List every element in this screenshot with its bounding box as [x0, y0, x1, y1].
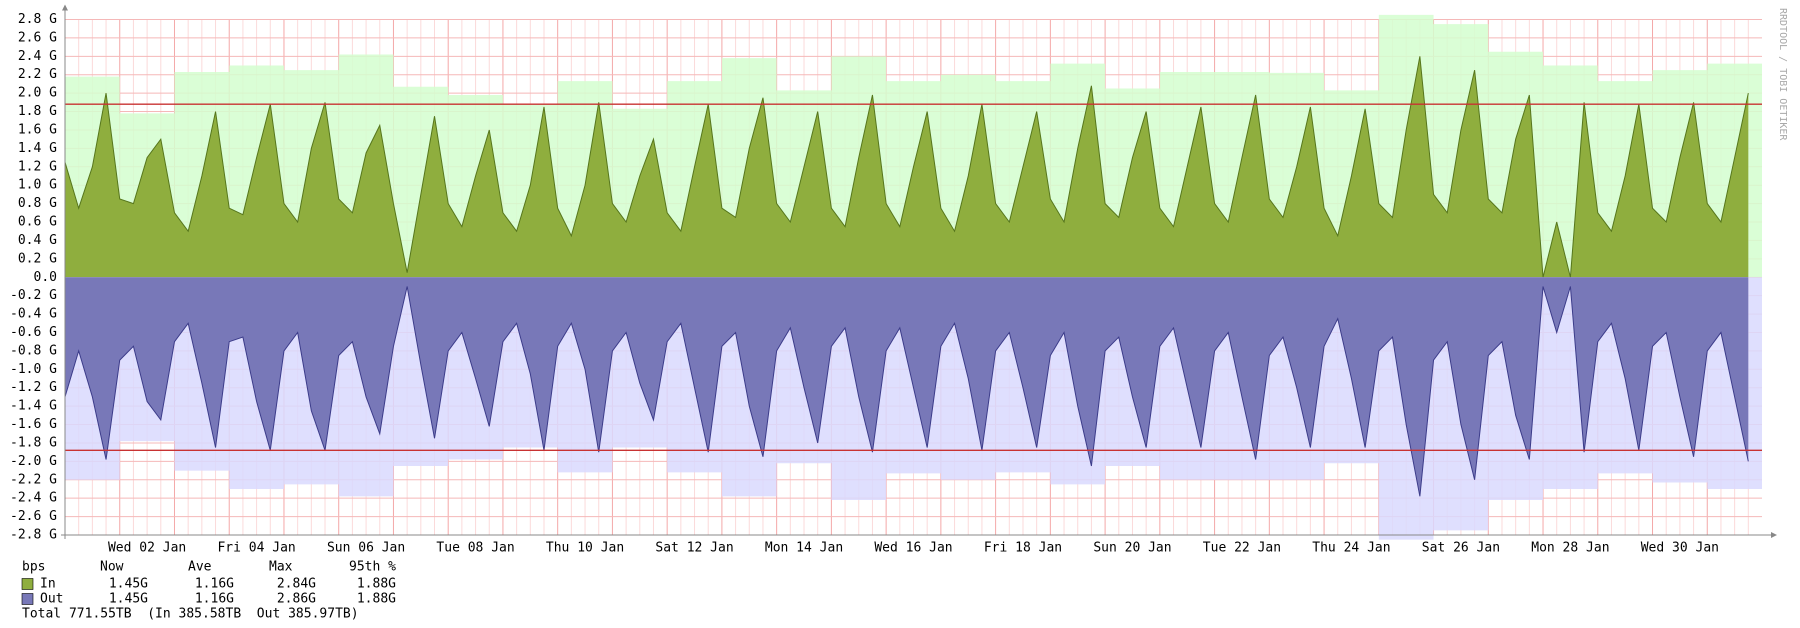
x-axis-arrow: [1771, 532, 1777, 538]
y-tick-label: 2.4 G: [18, 49, 57, 64]
traffic-outline: [64, 286, 1749, 497]
y-tick-label: 0.6 G: [18, 215, 57, 230]
stat-value: 1.88G: [357, 577, 396, 592]
stat-value: 2.84G: [277, 577, 316, 592]
y-tick-label: 0.4 G: [18, 233, 57, 248]
x-tick-label: Wed 30 Jan: [1641, 541, 1719, 556]
stat-value: 2.86G: [277, 592, 316, 607]
y-tick-label: 1.4 G: [18, 141, 57, 156]
y-tick-label: 1.8 G: [18, 104, 57, 119]
y-tick-label: -1.2 G: [10, 380, 57, 395]
y-tick-label: 2.0 G: [18, 86, 57, 101]
y-tick-label: -1.0 G: [10, 362, 57, 377]
stats-header: bps: [22, 560, 45, 575]
y-tick-label: 2.6 G: [18, 30, 57, 45]
x-tick-label: Mon 28 Jan: [1531, 541, 1609, 556]
traffic-area: [65, 56, 1749, 278]
legend-label: Out: [40, 592, 63, 607]
traffic-area: [65, 277, 1749, 497]
legend-label: In: [40, 577, 56, 592]
stat-value: 1.16G: [195, 577, 234, 592]
y-tick-label: -0.4 G: [10, 307, 57, 322]
stat-value: 1.45G: [109, 577, 148, 592]
y-tick-label: -1.6 G: [10, 417, 57, 432]
y-tick-label: -2.6 G: [10, 509, 57, 524]
x-tick-label: Fri 04 Jan: [217, 541, 295, 556]
y-tick-label: -2.8 G: [10, 528, 57, 543]
x-tick-label: Thu 24 Jan: [1312, 541, 1390, 556]
y-tick-label: -2.0 G: [10, 454, 57, 469]
stats-header: Ave: [188, 560, 212, 575]
labels: Wed 02 Jan Fri 04 Jan Sun 06 Jan Tue 08 Jan…: [10, 12, 1719, 607]
x-tick-label: Mon 14 Jan: [765, 541, 843, 556]
y-tick-label: 2.8 G: [18, 12, 57, 27]
y-tick-label: 0.0: [34, 270, 57, 285]
y-tick-label: -2.4 G: [10, 491, 57, 506]
legend-swatch: [21, 578, 34, 590]
y-axis-arrow: [62, 4, 68, 11]
y-tick-label: -1.4 G: [10, 399, 57, 414]
y-tick-label: 1.6 G: [18, 122, 57, 137]
y-tick-label: 2.2 G: [18, 67, 57, 82]
x-tick-label: Sun 20 Jan: [1093, 541, 1171, 556]
y-tick-label: -0.2 G: [10, 288, 57, 303]
stat-value: 1.88G: [357, 592, 396, 607]
x-tick-label: Tue 08 Jan: [436, 541, 514, 556]
stats-header: Max: [269, 560, 293, 575]
x-tick-label: Tue 22 Jan: [1203, 541, 1281, 556]
stat-value: 1.16G: [195, 592, 234, 607]
stats-total: Total 771.55TB (In 385.58TB Out 385.97TB…: [22, 607, 359, 622]
x-tick-label: Sat 12 Jan: [655, 541, 733, 556]
plot-area: [64, 14, 1762, 540]
x-tick-label: Wed 16 Jan: [874, 541, 952, 556]
y-tick-label: 0.8 G: [18, 196, 57, 211]
y-tick-label: -2.2 G: [10, 472, 57, 487]
x-tick-label: Thu 10 Jan: [546, 541, 624, 556]
y-tick-label: -1.8 G: [10, 435, 57, 450]
y-tick-label: 1.0 G: [18, 178, 57, 193]
y-tick-label: -0.8 G: [10, 343, 57, 358]
x-tick-label: Wed 02 Jan: [108, 541, 186, 556]
stat-value: 1.45G: [109, 592, 148, 607]
legend-swatch: [21, 593, 34, 605]
y-tick-label: -0.6 G: [10, 325, 57, 340]
watermark: RRDTOOL / TOBI OETIKER: [1777, 8, 1788, 141]
stats-header: Now: [100, 560, 124, 575]
stats-header: 95th %: [349, 560, 396, 575]
y-tick-label: 0.2 G: [18, 251, 57, 266]
y-tick-label: 1.2 G: [18, 159, 57, 174]
x-tick-label: Sat 26 Jan: [1422, 541, 1500, 556]
x-tick-label: Fri 18 Jan: [984, 541, 1062, 556]
overlay: [61, 4, 1777, 539]
x-tick-label: Sun 06 Jan: [327, 541, 405, 556]
traffic-outline: [64, 56, 1749, 278]
